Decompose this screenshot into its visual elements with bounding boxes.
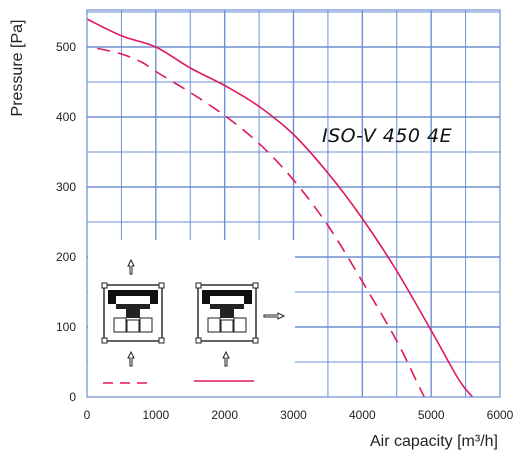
arrow-up-icon	[127, 350, 135, 367]
corner-marker	[252, 282, 259, 289]
fan-top-plate	[202, 290, 252, 304]
motor-core	[220, 319, 234, 333]
arrow-up-icon	[127, 258, 135, 275]
x-tick-label: 4000	[349, 408, 376, 422]
fan-impeller	[116, 304, 150, 318]
fan-unit-diagram-right	[195, 282, 286, 367]
motor-core	[126, 319, 140, 333]
arrow-right-icon	[263, 312, 286, 320]
x-tick-label: 5000	[418, 408, 445, 422]
corner-marker	[195, 337, 202, 344]
dashed-curve	[97, 47, 426, 398]
y-tick-label: 500	[56, 40, 76, 54]
arrow-up-icon	[222, 350, 230, 367]
x-axis-title: Air capacity [m³/h]	[370, 433, 498, 450]
x-tick-label: 1000	[142, 408, 169, 422]
y-tick-label: 200	[56, 250, 76, 264]
y-axis-tick-labels: 0 100 200 300 400 500	[56, 40, 76, 404]
corner-marker	[252, 337, 259, 344]
corner-marker	[158, 282, 165, 289]
motor-block	[207, 317, 221, 333]
corner-marker	[101, 282, 108, 289]
motor-block	[113, 317, 127, 333]
fan-impeller	[210, 304, 244, 318]
x-tick-label: 3000	[280, 408, 307, 422]
corner-marker	[158, 337, 165, 344]
model-annotation: ISO-V 450 4E	[322, 125, 452, 147]
y-tick-label: 300	[56, 180, 76, 194]
motor-block	[139, 317, 153, 333]
performance-curves	[86, 18, 474, 398]
corner-marker	[195, 282, 202, 289]
x-tick-label: 0	[84, 408, 91, 422]
x-axis-tick-labels: 0 1000 2000 3000 4000 5000 6000	[84, 408, 514, 422]
y-tick-label: 400	[56, 110, 76, 124]
plot-area-frame	[86, 9, 501, 398]
fan-top-plate	[108, 290, 158, 304]
y-axis-title: Pressure [Pa]	[9, 20, 26, 117]
fan-unit-diagram-left	[101, 258, 165, 367]
x-tick-label: 2000	[211, 408, 238, 422]
y-tick-label: 100	[56, 320, 76, 334]
x-tick-label: 6000	[487, 408, 514, 422]
solid-curve	[86, 18, 474, 398]
y-tick-label: 0	[69, 390, 76, 404]
motor-block	[233, 317, 247, 333]
flow-direction-legend	[88, 240, 295, 398]
corner-marker	[101, 337, 108, 344]
